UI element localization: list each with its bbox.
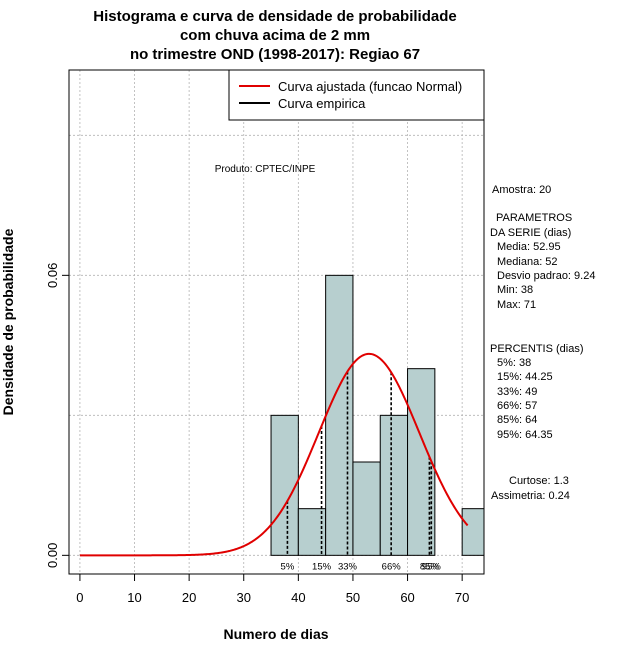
percentile-label: 15% [312,561,332,572]
stat-percentil-33: 33%: 49 [497,386,537,398]
x-tick-label: 60 [400,590,414,605]
x-tick-label: 20 [182,590,196,605]
percentile-label: 66% [382,561,402,572]
chart-title-line-3: no trimestre OND (1998-2017): Regiao 67 [130,46,420,63]
stat-max: Max: 71 [497,299,536,311]
y-axis: 0.00 0.06 [45,263,70,568]
percentile-label: 95% [422,561,442,572]
stat-desvio: Desvio padrao: 9.24 [497,270,595,282]
stat-percentil-15: 15%: 44.25 [497,371,553,383]
percentile-label: 33% [338,561,358,572]
y-axis-title: Densidade de probabilidade [0,228,16,415]
stat-params-title-2: DA SERIE (dias) [490,227,571,239]
histogram-bar [325,274,354,556]
normal-curve-line [79,352,469,557]
legend-label-empirica: Curva empirica [278,96,366,111]
x-tick-label: 70 [455,590,469,605]
histogram-bar [270,414,299,556]
x-tick-label: 10 [127,590,141,605]
y-tick-label: 0.00 [45,543,60,568]
histogram-bars [270,274,485,556]
stat-percentil-5: 5%: 38 [497,357,531,369]
histogram-bar [407,368,436,556]
legend-box [228,69,485,121]
x-tick-label: 30 [237,590,251,605]
stats-panel: Amostra: 20 PARAMETROS DA SERIE (dias) M… [490,184,595,502]
y-tick-label: 0.06 [45,263,60,288]
stat-curtose: Curtose: 1.3 [509,475,569,487]
percentile-lines [286,371,433,556]
x-tick-label: 50 [346,590,360,605]
x-tick-label: 0 [76,590,83,605]
stat-mediana: Mediana: 52 [497,256,558,268]
percentile-label: 85% [420,561,440,572]
stat-media: Media: 52.95 [497,241,561,253]
stat-percentil-66: 66%: 57 [497,400,537,412]
chart-title-line-1: Histograma e curva de densidade de proba… [93,8,456,25]
legend-label-normal: Curva ajustada (funcao Normal) [278,79,462,94]
stat-percentil-95: 95%: 64.35 [497,429,553,441]
stat-percentis-title: PERCENTIS (dias) [490,343,584,355]
chart-title-line-2: com chuva acima de 2 mm [180,27,370,44]
x-axis-title: Numero de dias [223,626,328,642]
x-tick-label: 40 [291,590,305,605]
histogram-bar [352,461,381,556]
legend: Curva ajustada (funcao Normal) Curva emp… [228,69,485,121]
normal-curve-group [79,352,469,557]
stat-assimetria: Assimetria: 0.24 [491,490,570,502]
percentile-label: 5% [281,561,295,572]
stat-sample: Amostra: 20 [492,184,551,196]
stat-min: Min: 38 [497,284,533,296]
product-note: Produto: CPTEC/INPE [215,164,316,175]
x-axis: 0 10 20 30 40 50 60 70 [76,573,469,605]
stat-params-title-1: PARAMETROS [496,212,572,224]
histogram-bar [379,414,409,556]
stat-percentil-85: 85%: 64 [497,414,537,426]
percentile-labels: 5% 15% 33% 66% 85%95% [281,561,442,572]
histogram-bar [461,508,485,556]
